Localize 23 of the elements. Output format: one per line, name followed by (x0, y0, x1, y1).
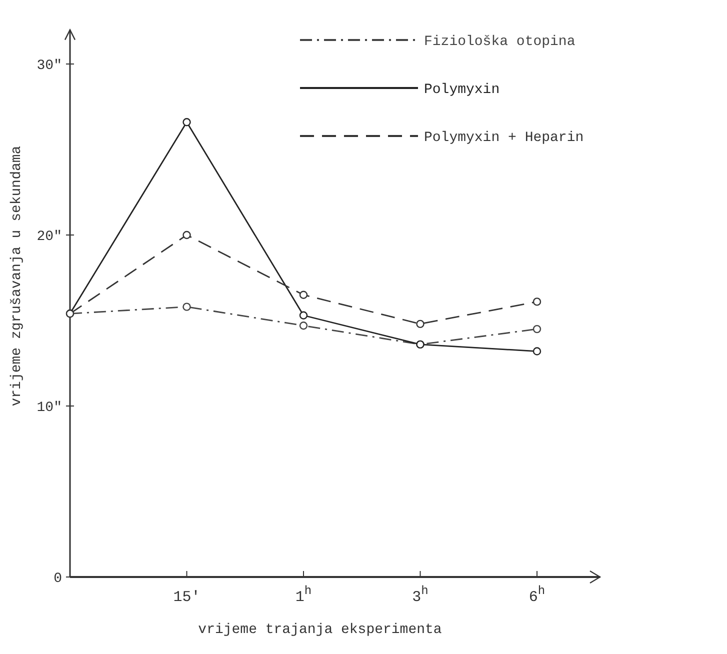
text: Fiziološka otopina (424, 34, 576, 50)
point (299, 290, 308, 299)
y-tick-label: 20" (36, 228, 62, 245)
y-tick-label: 10" (36, 400, 62, 416)
point (299, 322, 308, 330)
point (532, 324, 542, 334)
y-tick-label: 0 (54, 570, 62, 587)
point (182, 302, 191, 311)
y-tick-label: 30" (36, 58, 62, 74)
x-tick-label: 15' (173, 589, 200, 606)
x-tick-label: 1$^{h}$ (295, 584, 312, 606)
x-tick-label: 6$^{h}$ (528, 584, 546, 606)
x-tick-label: 3$^{h}$ (412, 584, 428, 606)
point (299, 311, 308, 320)
text: Polymyxin + Heparin (424, 130, 584, 146)
point (532, 298, 542, 306)
point (182, 230, 191, 240)
y-axis-title: vrijeme zgrušavanja u sekundama (9, 146, 25, 406)
point (532, 347, 542, 356)
text: Polymyxin (424, 82, 500, 98)
x-axis-title: vrijeme trajanja eksperimenta (198, 622, 442, 638)
point (182, 118, 191, 126)
point (416, 320, 424, 328)
